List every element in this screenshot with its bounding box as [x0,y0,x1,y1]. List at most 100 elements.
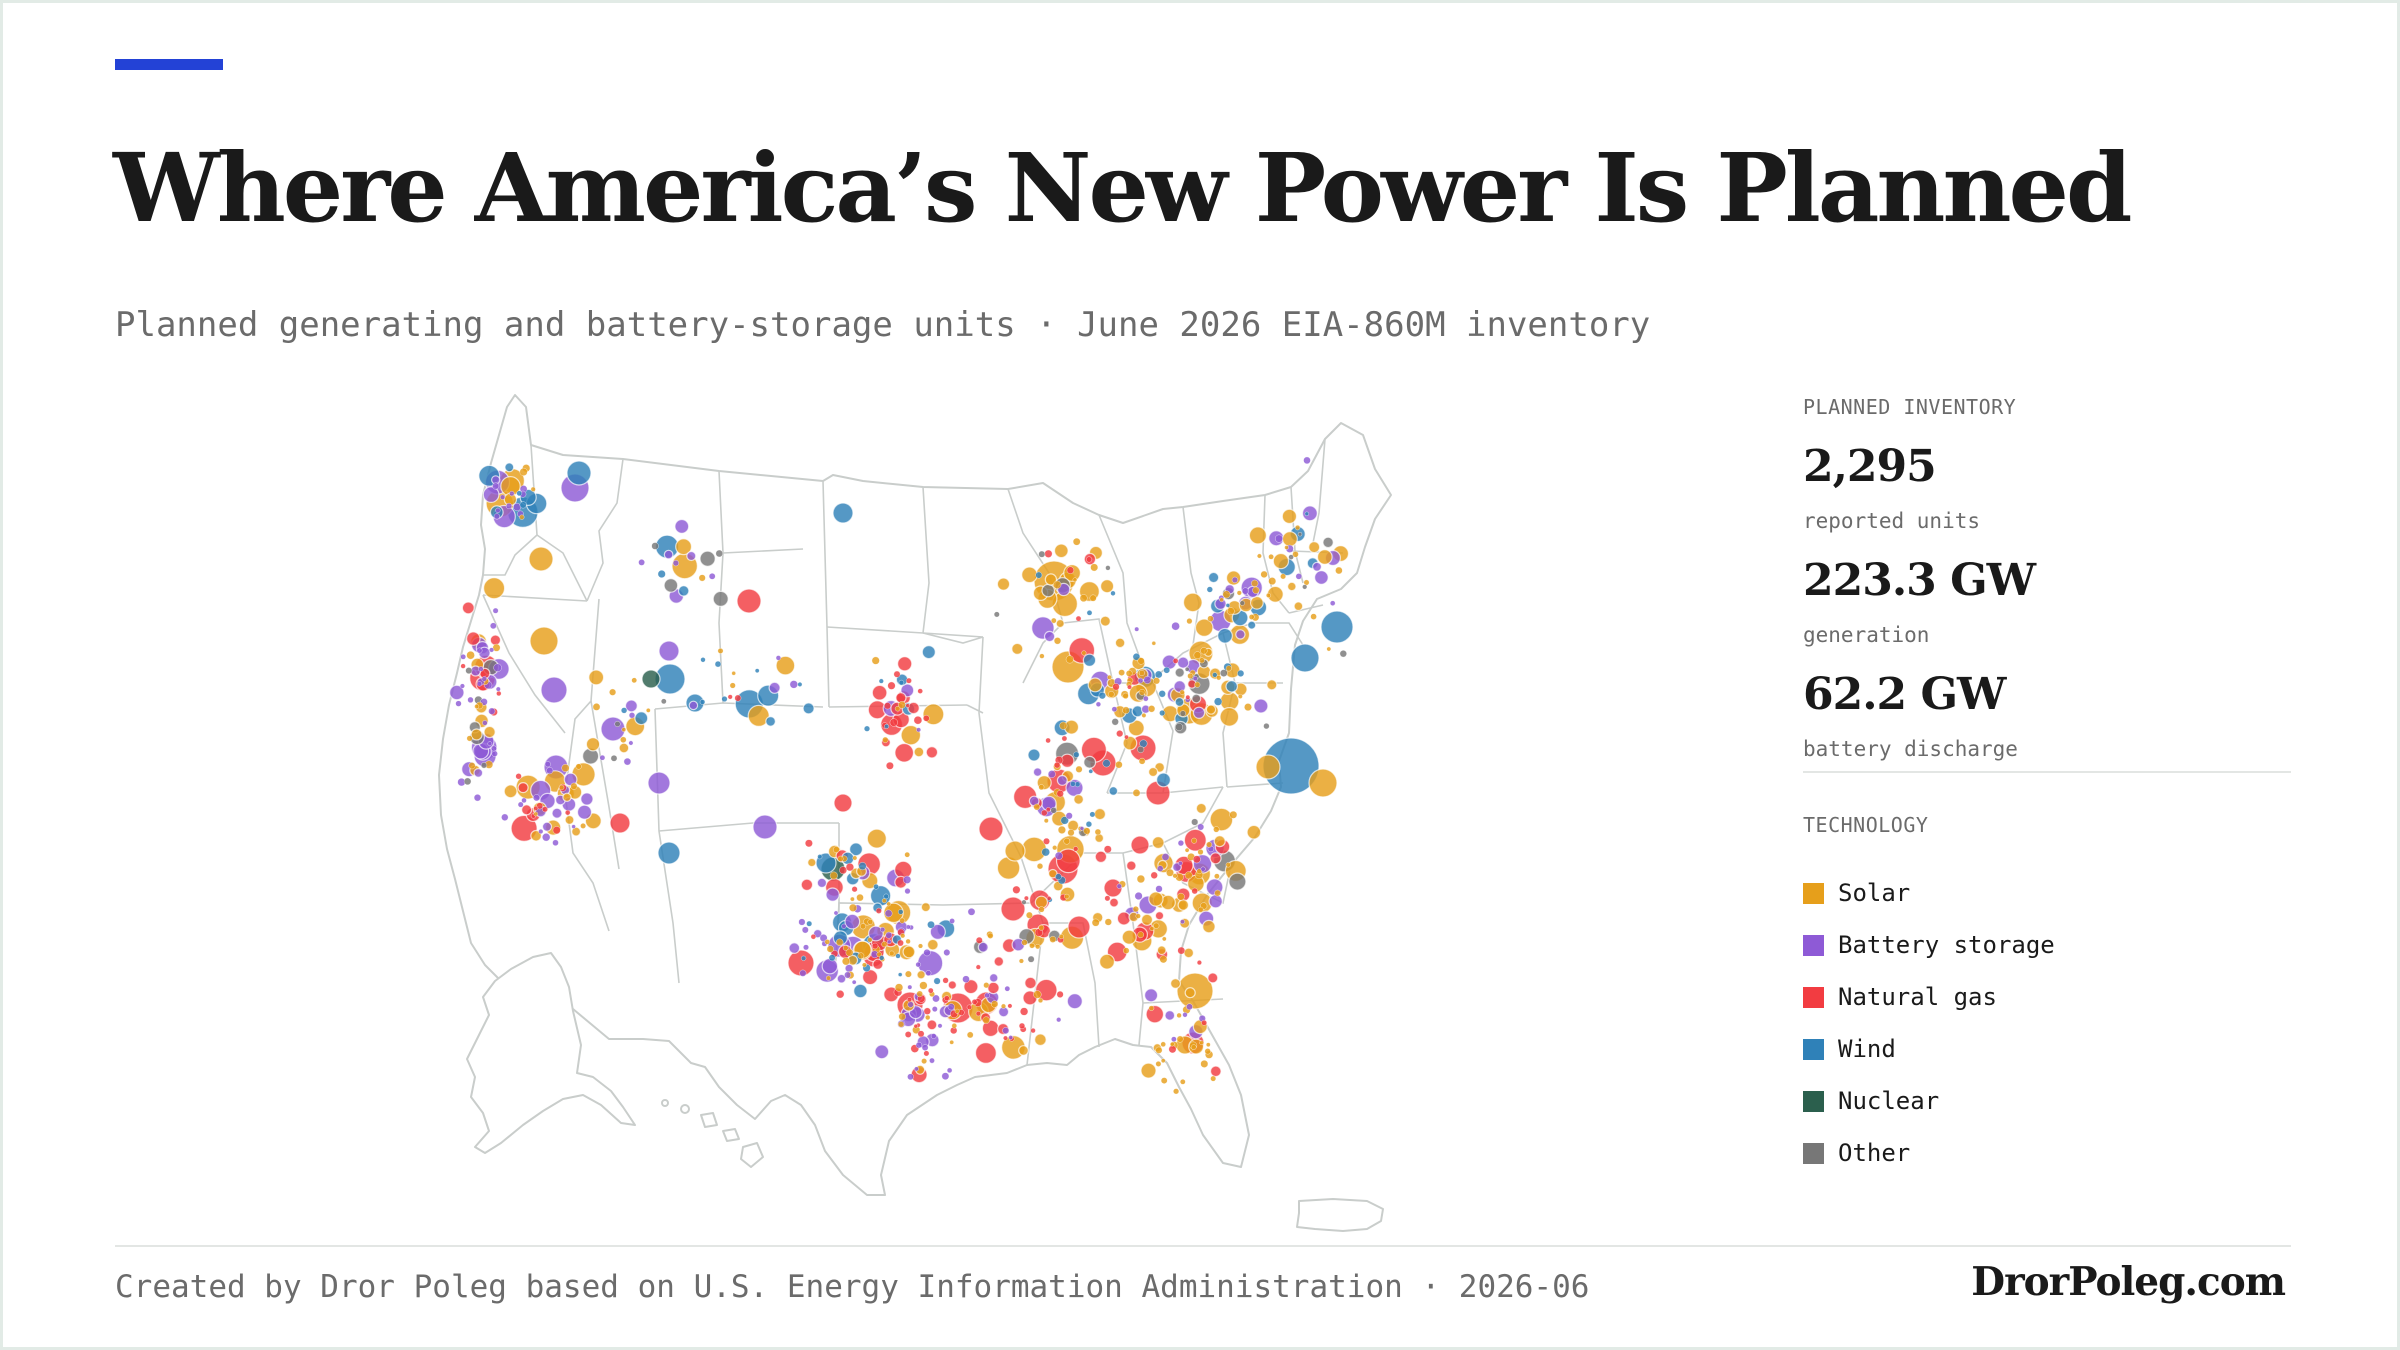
battery-storage-marker [1156,865,1164,872]
solar-marker [1053,580,1062,589]
solar-marker [1108,691,1115,698]
solar-marker [1115,760,1123,769]
natural-gas-marker [465,631,481,646]
natural-gas-marker [1046,896,1052,901]
solar-marker [900,933,906,939]
solar-marker [1090,563,1099,572]
solar-marker [1209,807,1234,832]
legend-item-solar: Solar [1803,867,2291,919]
solar-marker [824,939,831,945]
solar-marker [1286,581,1297,592]
solar-marker [1248,526,1268,545]
solar-marker [1038,906,1045,913]
natural-gas-marker [1191,887,1198,895]
solar-marker [1205,704,1217,715]
solar-marker [1057,825,1066,834]
solar-marker [852,855,858,861]
solar-marker [1210,1075,1217,1082]
battery-storage-marker [1155,885,1163,893]
battery-storage-marker [923,948,931,957]
wind-marker [1085,821,1093,828]
solar-marker [1091,918,1100,927]
solar-marker [845,948,854,957]
other-marker [1184,666,1190,672]
wind-marker [800,955,807,961]
solar-marker [1039,653,1045,659]
solar-marker [675,538,693,556]
solar-marker [1148,1005,1155,1012]
solar-marker [1214,889,1221,897]
battery-storage-marker [868,925,884,942]
solar-marker [1194,618,1214,637]
natural-gas-marker [839,866,848,875]
solar-marker [1160,1058,1166,1064]
solar-marker [1197,906,1204,913]
solar-marker [1122,692,1129,700]
battery-storage-marker [907,984,913,990]
natural-gas-marker [862,968,879,986]
solar-marker [888,950,895,957]
wind-marker [1073,751,1080,758]
natural-gas-marker [727,694,733,700]
solar-marker [1066,819,1080,832]
legend-label: Solar [1838,879,1911,907]
solar-marker [983,982,990,989]
solar-marker [561,763,570,773]
solar-marker [894,983,904,992]
battery-storage-marker [788,942,801,954]
wind-marker [700,657,706,663]
solar-marker [1098,953,1115,970]
natural-gas-marker [520,804,533,816]
solar-marker [1122,735,1138,751]
solar-marker [894,705,901,712]
battery-storage-marker [628,712,636,719]
natural-gas-marker [894,860,913,880]
solar-marker [1137,931,1145,939]
state-border [1122,852,1144,1046]
solar-marker [832,846,840,853]
natural-gas-marker [1044,549,1053,558]
battery-storage-marker [887,939,892,945]
battery-storage-marker [915,961,921,968]
solar-marker [1079,594,1088,603]
solar-marker [468,762,476,770]
solar-marker [1148,891,1164,907]
natural-gas-marker [1056,990,1064,998]
battery-storage-marker [1177,839,1185,847]
natural-gas-marker [836,990,845,999]
battery-storage-marker [487,741,493,746]
solar-marker [867,919,874,925]
solar-marker [1072,537,1081,546]
battery-storage-marker [844,971,852,979]
state-border [978,636,1022,858]
battery-storage-marker [1004,985,1011,992]
natural-gas-marker [845,862,855,872]
natural-gas-marker [917,688,923,694]
swatch-other [1803,1142,1824,1164]
solar-marker [848,903,858,912]
natural-gas-marker [889,718,898,727]
battery-storage-marker [658,640,680,662]
natural-gas-marker [1104,895,1111,902]
natural-gas-marker [1209,1065,1222,1078]
natural-gas-marker [1019,1007,1029,1016]
solar-marker [1193,651,1202,660]
wind-marker [927,920,935,929]
battery-storage-marker [916,727,922,733]
battery-storage-marker [482,720,488,726]
natural-gas-marker [926,1019,938,1031]
battery-storage-marker [937,1023,943,1029]
battery-storage-marker [1171,621,1180,631]
other-marker [1038,550,1046,558]
solar-marker [519,467,528,476]
solar-marker [921,1058,928,1065]
other-marker [1175,723,1184,731]
solar-marker [898,701,906,709]
natural-gas-marker [883,702,892,710]
stat-battery-label: battery discharge [1803,737,2018,761]
battery-storage-marker [947,1003,955,1011]
natural-gas-marker [851,886,858,893]
summary-panel: PLANNED INVENTORY 2,295 reported units 2… [1803,395,2291,1179]
battery-storage-marker [1295,573,1303,580]
natural-gas-marker [1023,895,1029,901]
